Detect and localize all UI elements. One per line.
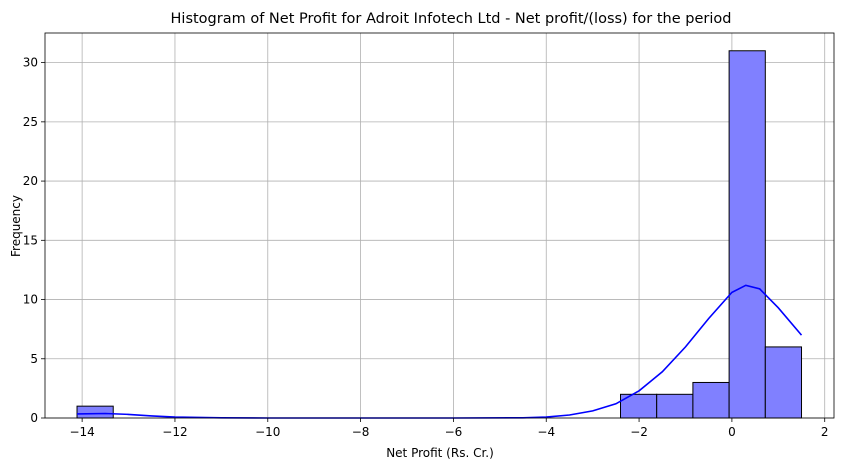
x-axis-label: Net Profit (Rs. Cr.)	[386, 446, 494, 460]
x-tick-label: −2	[630, 425, 648, 439]
histogram-bar	[76, 405, 114, 419]
y-tick-label: 25	[23, 115, 38, 129]
x-tick-label: 2	[821, 425, 829, 439]
x-tick-label: −10	[255, 425, 280, 439]
x-tick-label: −12	[162, 425, 187, 439]
y-axis-ticks: 0 5 10 15 20 25 30	[23, 56, 45, 425]
x-tick-label: −6	[445, 425, 463, 439]
histogram-bar	[728, 50, 766, 419]
y-tick-label: 5	[30, 352, 38, 366]
x-axis-ticks: −14 −12 −10 −8 −6 −4 −2 0 2	[69, 418, 829, 439]
kde-curve	[76, 284, 803, 419]
plot-frame	[44, 32, 835, 419]
histogram-bar	[692, 381, 730, 419]
y-tick-label: 20	[23, 174, 38, 188]
x-tick-label: −4	[537, 425, 555, 439]
histogram-bar	[764, 346, 803, 419]
y-tick-label: 30	[23, 56, 38, 70]
y-tick-label: 10	[23, 293, 38, 307]
y-tick-label: 0	[30, 411, 38, 425]
x-tick-label: 0	[728, 425, 736, 439]
grid-lines	[45, 33, 834, 419]
y-axis-label: Frequency	[9, 195, 23, 257]
chart-title: Histogram of Net Profit for Adroit Infot…	[171, 11, 732, 27]
y-tick-label: 15	[23, 233, 38, 247]
x-tick-label: −14	[69, 425, 94, 439]
x-tick-label: −8	[352, 425, 370, 439]
histogram-bars	[76, 50, 803, 419]
histogram-bar	[656, 393, 694, 419]
